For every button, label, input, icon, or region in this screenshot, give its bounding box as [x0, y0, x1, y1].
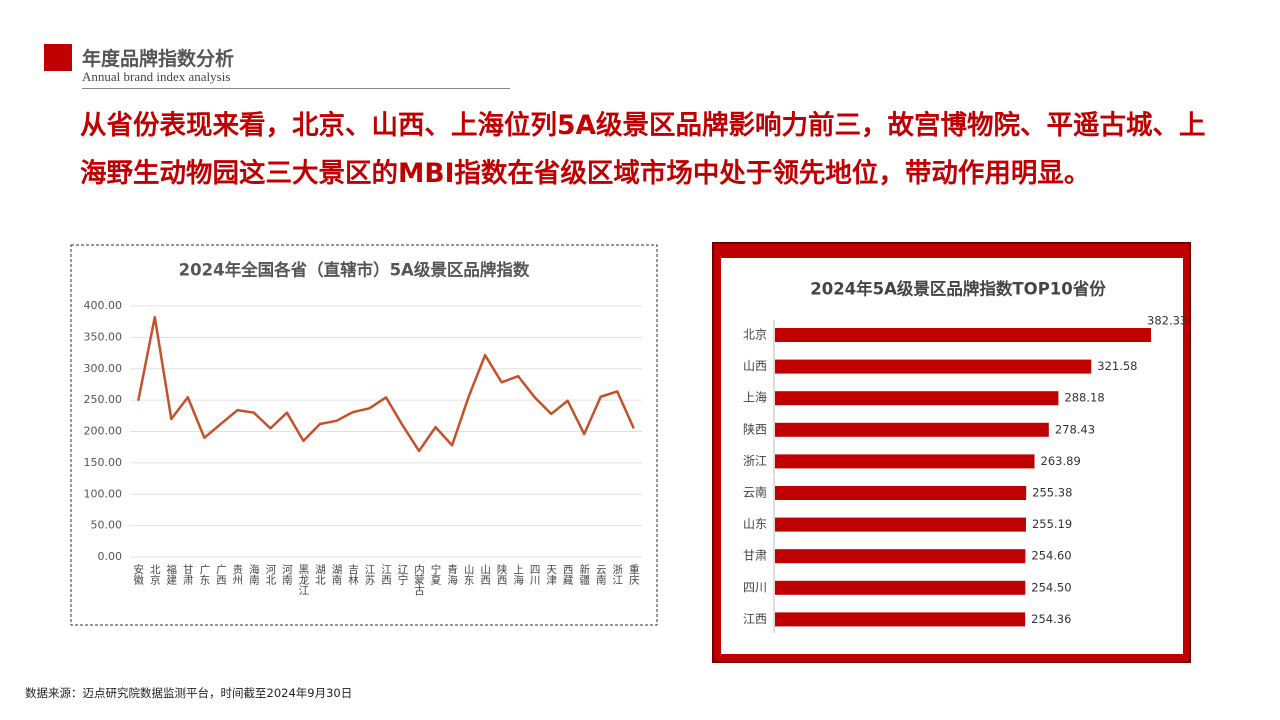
- x-tick-label: 宁夏: [430, 563, 442, 585]
- x-tick-label: 重庆: [628, 563, 640, 586]
- y-tick-label: 山西: [743, 359, 767, 373]
- y-tick-label: 甘肃: [743, 549, 767, 563]
- value-label: 321.58: [1097, 359, 1137, 373]
- source-note: 数据来源：迈点研究院数据监测平台，时间截至2024年9月30日: [25, 686, 353, 700]
- header-rule: [82, 88, 510, 89]
- x-tick-label: 广西: [215, 564, 227, 585]
- value-label: 278.43: [1055, 422, 1095, 436]
- value-label: 263.89: [1041, 454, 1081, 468]
- x-tick-label: 四川: [529, 564, 541, 585]
- x-tick-label: 西藏: [562, 564, 574, 586]
- value-label: 382.33: [1147, 314, 1187, 328]
- y-tick-label: 四川: [743, 580, 767, 594]
- line-chart-title: 2024年全国各省（直辖市）5A级景区品牌指数: [179, 260, 530, 280]
- y-tick-label: 浙江: [743, 454, 767, 468]
- x-tick-label: 河北: [264, 564, 276, 585]
- y-tick-label: 陕西: [743, 421, 767, 436]
- x-tick-label: 广东: [198, 564, 210, 585]
- x-tick-label: 甘肃: [182, 563, 194, 586]
- bar: [775, 549, 1026, 564]
- y-tick-label: 300.00: [84, 362, 123, 375]
- bar: [775, 422, 1049, 437]
- y-tick-label: 100.00: [84, 487, 123, 500]
- x-tick-label: 福建: [165, 563, 177, 586]
- x-tick-label: 山东: [463, 564, 475, 585]
- x-tick-label: 北京: [149, 564, 161, 586]
- header-subtitle: Annual brand index analysis: [82, 69, 231, 84]
- bar-chart-title: 2024年5A级景区品牌指数TOP10省份: [810, 279, 1106, 299]
- x-tick-label: 青海: [446, 563, 458, 586]
- x-tick-label: 浙江: [611, 564, 623, 585]
- y-tick-label: 50.00: [91, 519, 123, 532]
- x-tick-label: 海南: [248, 563, 260, 585]
- headline: 从省份表现来看，北京、山西、上海位列5A级景区品牌影响力前三，故宫博物院、平遥古…: [80, 110, 1206, 189]
- x-tick-label: 黑龙江: [297, 564, 309, 596]
- y-tick-label: 150.00: [84, 456, 123, 469]
- x-tick-label: 内蒙古: [413, 563, 425, 596]
- bar: [775, 454, 1035, 469]
- x-tick-label: 江苏: [363, 564, 375, 586]
- x-tick-label: 陕西: [496, 563, 508, 585]
- bar: [775, 580, 1026, 595]
- line-series: [137, 315, 635, 453]
- x-tick-label: 山西: [479, 564, 491, 585]
- value-label: 254.50: [1031, 580, 1071, 594]
- value-label: 254.60: [1031, 549, 1071, 563]
- x-tick-label: 云南: [595, 564, 607, 585]
- x-tick-label: 辽宁: [397, 564, 409, 585]
- y-tick-label: 云南: [743, 485, 767, 500]
- x-tick-label: 上海: [512, 564, 524, 586]
- x-tick-label: 新疆: [578, 563, 590, 586]
- y-tick-label: 0.00: [98, 550, 123, 563]
- bar: [775, 486, 1027, 500]
- x-tick-label: 湖北: [314, 564, 326, 585]
- x-tick-label: 湖南: [330, 564, 342, 585]
- y-tick-label: 上海: [743, 390, 767, 405]
- value-label: 255.38: [1032, 486, 1072, 500]
- y-tick-label: 山东: [743, 517, 767, 531]
- header-icon: [44, 44, 72, 71]
- bar: [775, 359, 1092, 374]
- x-tick-label: 吉林: [347, 564, 359, 586]
- bar: [775, 328, 1151, 342]
- x-tick-label: 安徽: [132, 563, 144, 586]
- y-tick-label: 200.00: [84, 425, 123, 438]
- value-label: 254.36: [1031, 612, 1071, 626]
- value-label: 288.18: [1064, 391, 1104, 405]
- line-chart-frame: [70, 244, 658, 626]
- value-label: 255.19: [1032, 517, 1072, 531]
- x-tick-label: 贵州: [231, 563, 243, 585]
- x-tick-label: 河南: [281, 564, 293, 585]
- bar: [775, 391, 1059, 406]
- y-tick-label: 250.00: [84, 393, 123, 406]
- x-tick-label: 天津: [545, 564, 557, 586]
- bar: [775, 612, 1026, 627]
- header-title: 年度品牌指数分析: [82, 48, 235, 70]
- y-tick-label: 400.00: [84, 299, 123, 312]
- y-tick-label: 北京: [743, 328, 767, 342]
- y-tick-label: 350.00: [84, 330, 123, 343]
- x-tick-label: 江西: [380, 564, 392, 585]
- bar: [775, 517, 1026, 532]
- y-tick-label: 江西: [743, 612, 767, 626]
